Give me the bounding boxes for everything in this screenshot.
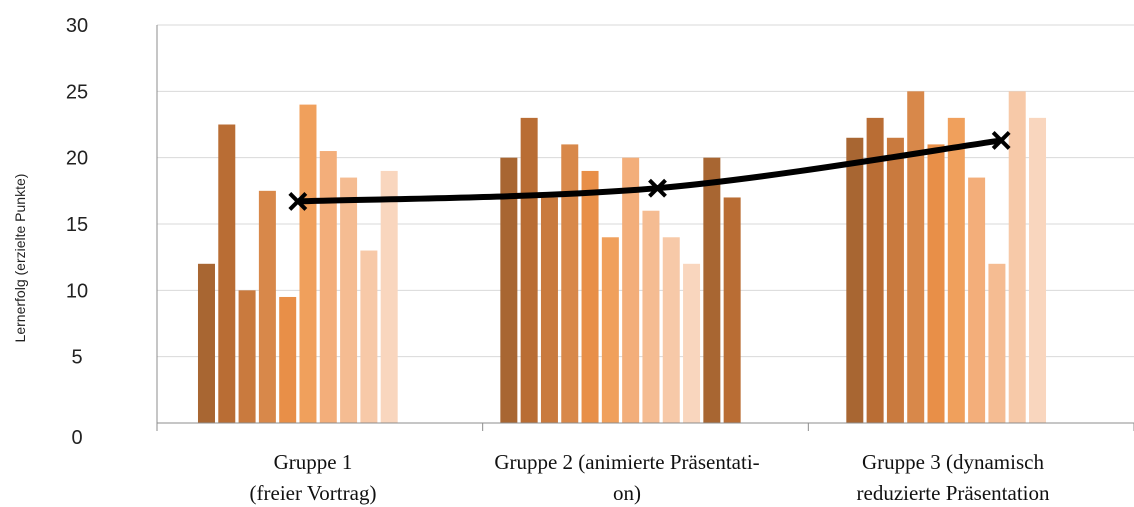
bar xyxy=(197,263,215,423)
bar xyxy=(683,263,701,423)
y-tick-label: 30 xyxy=(66,15,88,37)
bar xyxy=(1008,91,1026,423)
bar xyxy=(520,117,538,423)
bar xyxy=(622,157,640,423)
y-tick-label: 20 xyxy=(66,148,88,170)
y-tick-label: 0 xyxy=(71,427,82,449)
bar xyxy=(340,177,358,423)
bar xyxy=(360,250,378,423)
bar xyxy=(561,144,579,423)
x-marker xyxy=(648,178,667,198)
category-label: on) xyxy=(613,481,641,505)
bar xyxy=(723,197,741,423)
y-axis-label: Lernerfolg (erzielte Punkte) xyxy=(12,174,28,343)
category-label: (freier Vortrag) xyxy=(250,481,377,505)
bar xyxy=(927,144,945,423)
bar xyxy=(581,170,599,423)
bar xyxy=(866,117,884,423)
bars xyxy=(197,91,1047,424)
bar xyxy=(642,210,660,423)
y-axis-ticks: 0 5 10 15 20 25 30 xyxy=(66,15,88,449)
bar xyxy=(299,104,317,423)
y-tick-label: 15 xyxy=(66,214,88,236)
category-label: Gruppe 2 (animierte Präsentati- xyxy=(494,450,759,474)
bar xyxy=(380,170,398,423)
category-label: reduzierte Präsentation xyxy=(857,481,1050,505)
bar xyxy=(907,91,925,423)
x-marker xyxy=(991,131,1011,150)
bar xyxy=(218,124,236,423)
bar xyxy=(279,296,297,423)
bar xyxy=(258,190,276,423)
bar xyxy=(540,197,558,423)
bar xyxy=(846,137,864,423)
y-tick-label: 5 xyxy=(71,347,82,369)
mean-line xyxy=(288,131,1011,211)
bar xyxy=(988,263,1006,423)
bar xyxy=(238,290,256,423)
category-labels: Gruppe 1 (freier Vortrag) Gruppe 2 (animie… xyxy=(250,450,1050,505)
bar xyxy=(968,177,986,423)
y-tick-label: 10 xyxy=(66,280,88,302)
bar xyxy=(1029,117,1047,423)
x-axis xyxy=(156,25,1134,431)
bar xyxy=(703,157,721,423)
bar xyxy=(319,151,337,424)
bar xyxy=(601,237,619,423)
y-tick-label: 25 xyxy=(66,81,88,103)
bar xyxy=(662,237,680,423)
x-marker xyxy=(288,192,308,211)
bar xyxy=(886,137,904,423)
category-label: Gruppe 1 xyxy=(274,450,353,474)
bar xyxy=(947,117,965,423)
bar xyxy=(500,157,518,423)
category-label: Gruppe 3 (dynamisch xyxy=(862,450,1044,474)
